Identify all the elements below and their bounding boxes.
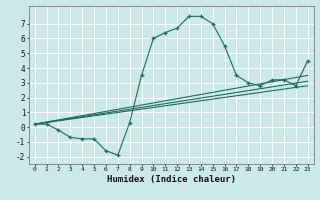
X-axis label: Humidex (Indice chaleur): Humidex (Indice chaleur)	[107, 175, 236, 184]
